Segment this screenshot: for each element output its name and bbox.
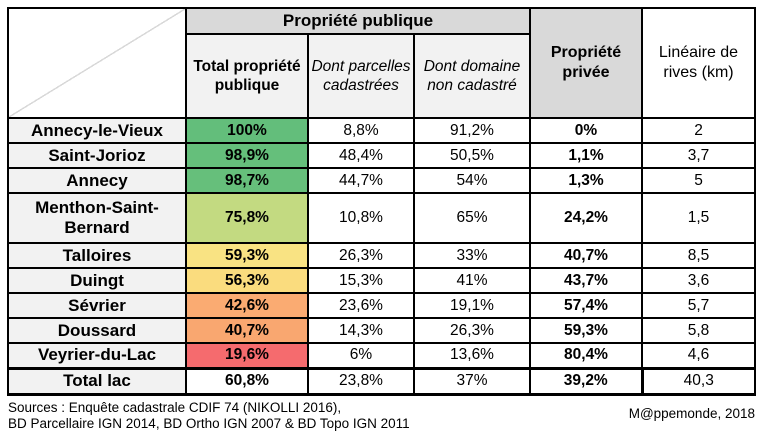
parcelles-cell: 14,3%	[307, 317, 415, 344]
lineaire-cell: 2	[641, 117, 756, 144]
table-row: Duingt 56,3% 15,3% 41% 43,7% 3,6	[7, 267, 756, 294]
parcelles-cell: 48,4%	[307, 142, 415, 169]
total-public-cell: 40,7%	[185, 317, 309, 344]
privee-cell: 59,3%	[529, 317, 643, 344]
header-domaine-non-cadastre: Dont domaine non cadastré	[413, 33, 531, 119]
commune-label: Veyrier-du-Lac	[7, 342, 187, 369]
total-public-cell: 98,7%	[185, 167, 309, 194]
header-propriete-publique: Propriété publique	[185, 7, 531, 35]
table-row: Doussard 40,7% 14,3% 26,3% 59,3% 5,8	[7, 317, 756, 344]
lineaire-cell: 1,5	[641, 192, 756, 244]
journal-credit: M@ppemonde, 2018	[628, 406, 755, 421]
commune-label: Talloires	[7, 242, 187, 269]
header-group-row: Propriété publique Propriété privée Liné…	[7, 7, 756, 119]
total-public-cell: 60,8%	[185, 366, 309, 396]
parcelles-cell: 6%	[307, 342, 415, 369]
header-propriete-privee: Propriété privée	[529, 7, 643, 119]
commune-label: Sévrier	[7, 292, 187, 319]
domaine-cell: 50,5%	[413, 142, 531, 169]
corner-diagonal-cell	[7, 7, 187, 119]
commune-label: Annecy-le-Vieux	[7, 117, 187, 144]
lineaire-cell: 40,3	[641, 366, 756, 396]
sources-caption: Sources : Enquête cadastrale CDIF 74 (NI…	[8, 400, 410, 433]
domaine-cell: 19,1%	[413, 292, 531, 319]
total-public-cell: 59,3%	[185, 242, 309, 269]
total-public-cell: 19,6%	[185, 342, 309, 369]
lineaire-cell: 3,7	[641, 142, 756, 169]
parcelles-cell: 44,7%	[307, 167, 415, 194]
lineaire-cell: 3,6	[641, 267, 756, 294]
total-label: Total lac	[7, 366, 187, 396]
domaine-cell: 37%	[413, 366, 531, 396]
privee-cell: 43,7%	[529, 267, 643, 294]
privee-cell: 1,1%	[529, 142, 643, 169]
privee-cell: 39,2%	[529, 366, 644, 396]
table-row: Annecy 98,7% 44,7% 54% 1,3% 5	[7, 167, 756, 194]
commune-label: Saint-Jorioz	[7, 142, 187, 169]
lineaire-cell: 5	[641, 167, 756, 194]
property-ownership-table: Propriété publique Propriété privée Liné…	[7, 7, 756, 396]
total-public-cell: 100%	[185, 117, 309, 144]
total-public-cell: 42,6%	[185, 292, 309, 319]
privee-cell: 57,4%	[529, 292, 643, 319]
header-parcelles-cadastrees: Dont parcelles cadastrées	[307, 33, 415, 119]
privee-cell: 40,7%	[529, 242, 643, 269]
privee-cell: 1,3%	[529, 167, 643, 194]
lineaire-cell: 4,6	[641, 342, 756, 369]
commune-label: Menthon-Saint-Bernard	[7, 192, 187, 244]
total-public-cell: 75,8%	[185, 192, 309, 244]
parcelles-cell: 26,3%	[307, 242, 415, 269]
total-public-cell: 98,9%	[185, 142, 309, 169]
table-row: Sévrier 42,6% 23,6% 19,1% 57,4% 5,7	[7, 292, 756, 319]
lineaire-cell: 8,5	[641, 242, 756, 269]
domaine-cell: 54%	[413, 167, 531, 194]
privee-cell: 24,2%	[529, 192, 643, 244]
commune-label: Duingt	[7, 267, 187, 294]
sources-line-1: Sources : Enquête cadastrale CDIF 74 (NI…	[8, 400, 342, 415]
domaine-cell: 26,3%	[413, 317, 531, 344]
parcelles-cell: 15,3%	[307, 267, 415, 294]
commune-label: Doussard	[7, 317, 187, 344]
total-public-cell: 56,3%	[185, 267, 309, 294]
domaine-cell: 65%	[413, 192, 531, 244]
domaine-cell: 91,2%	[413, 117, 531, 144]
table-row: Veyrier-du-Lac 19,6% 6% 13,6% 80,4% 4,6	[7, 342, 756, 369]
table-row: Saint-Jorioz 98,9% 48,4% 50,5% 1,1% 3,7	[7, 142, 756, 169]
lineaire-cell: 5,8	[641, 317, 756, 344]
lineaire-cell: 5,7	[641, 292, 756, 319]
privee-cell: 0%	[529, 117, 643, 144]
parcelles-cell: 8,8%	[307, 117, 415, 144]
table-row: Annecy-le-Vieux 100% 8,8% 91,2% 0% 2	[7, 117, 756, 144]
header-total-public: Total propriété publique	[185, 33, 309, 119]
domaine-cell: 33%	[413, 242, 531, 269]
commune-label: Annecy	[7, 167, 187, 194]
sources-line-2: BD Parcellaire IGN 2014, BD Ortho IGN 20…	[8, 416, 410, 432]
table-row: Menthon-Saint-Bernard 75,8% 10,8% 65% 24…	[7, 192, 756, 244]
parcelles-cell: 23,8%	[307, 366, 415, 396]
header-lineaire-rives: Linéaire de rives (km)	[641, 7, 756, 119]
header-sub-row: Total propriété publique Dont parcelles …	[8, 33, 755, 119]
parcelles-cell: 10,8%	[307, 192, 415, 244]
table-row: Talloires 59,3% 26,3% 33% 40,7% 8,5	[7, 242, 756, 269]
domaine-cell: 41%	[413, 267, 531, 294]
domaine-cell: 13,6%	[413, 342, 531, 369]
total-row: Total lac 60,8% 23,8% 37% 39,2% 40,3	[7, 366, 756, 396]
privee-cell: 80,4%	[529, 342, 643, 369]
parcelles-cell: 23,6%	[307, 292, 415, 319]
